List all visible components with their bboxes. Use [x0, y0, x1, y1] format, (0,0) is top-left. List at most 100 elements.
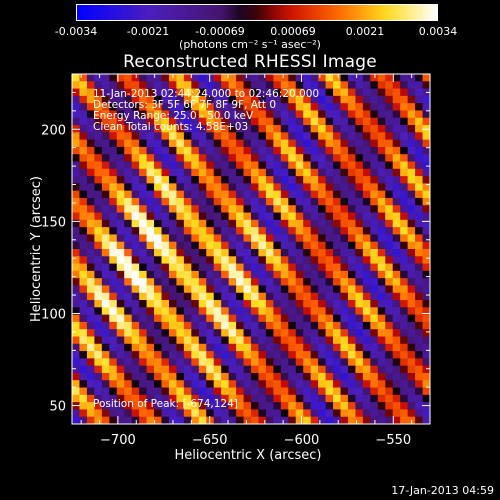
heatmap-cell	[407, 168, 416, 177]
heatmap-cell	[139, 343, 148, 352]
heatmap-cell	[198, 227, 207, 236]
heatmap-cell	[333, 190, 342, 199]
heatmap-cell	[124, 270, 133, 279]
heatmap-cell	[362, 314, 371, 323]
heatmap-cell	[176, 263, 185, 272]
heatmap-cell	[318, 409, 327, 418]
heatmap-cell	[243, 234, 252, 243]
heatmap-cell	[86, 74, 95, 82]
heatmap-cell	[415, 205, 424, 214]
heatmap-cell	[221, 372, 230, 381]
heatmap-cell	[146, 234, 155, 243]
heatmap-cell	[124, 241, 133, 250]
heatmap-cell	[79, 139, 88, 148]
heatmap-cell	[154, 95, 163, 104]
heatmap-cell	[258, 176, 267, 184]
heatmap-cell	[325, 241, 334, 250]
heatmap-cell	[295, 154, 304, 163]
heatmap-cell	[347, 176, 357, 184]
heatmap-cell	[385, 307, 394, 316]
heatmap-cell	[228, 146, 237, 155]
heatmap-cell	[273, 212, 282, 221]
heatmap-cell	[295, 183, 304, 192]
heatmap-cell	[183, 81, 192, 90]
heatmap-cell	[407, 197, 416, 206]
heatmap-cell	[362, 321, 371, 330]
heatmap-cell	[72, 329, 81, 338]
heatmap-cell	[161, 256, 170, 265]
heatmap-cell	[280, 227, 289, 236]
heatmap-cell	[407, 81, 416, 90]
heatmap-cell	[295, 416, 304, 424]
heatmap-cell	[154, 329, 163, 338]
heatmap-cell	[400, 372, 409, 381]
heatmap-cell	[101, 176, 110, 184]
heatmap-cell	[116, 197, 125, 206]
heatmap-cell	[168, 219, 178, 228]
heatmap-cell	[362, 103, 371, 112]
heatmap-cell	[198, 197, 207, 206]
heatmap-cell	[154, 234, 163, 243]
heatmap-cell	[377, 416, 386, 424]
heatmap-cell	[310, 358, 319, 367]
heatmap-cell	[72, 81, 81, 90]
heatmap-cell	[116, 183, 125, 192]
heatmap-cell	[139, 329, 148, 338]
heatmap-cell	[72, 336, 81, 345]
heatmap-cell	[362, 176, 371, 184]
heatmap-cell	[146, 139, 155, 148]
heatmap-cell	[161, 176, 170, 184]
heatmap-cell	[243, 249, 252, 257]
heatmap-cell	[400, 270, 409, 279]
heatmap-cell	[228, 197, 237, 206]
heatmap-cell	[79, 314, 88, 323]
heatmap-cell	[318, 95, 327, 104]
heatmap-cell	[407, 358, 416, 367]
heatmap-cell	[94, 227, 103, 236]
heatmap-cell	[139, 95, 148, 104]
heatmap-cell	[407, 190, 416, 199]
heatmap-cell	[265, 387, 274, 396]
heatmap-cell	[310, 380, 319, 389]
heatmap-cell	[415, 358, 424, 367]
heatmap-cell	[258, 256, 267, 265]
heatmap-cell	[101, 365, 110, 374]
heatmap-cell	[79, 95, 88, 104]
heatmap-cell	[124, 249, 133, 257]
heatmap-cell	[124, 197, 133, 206]
heatmap-cell	[131, 110, 140, 119]
heatmap-cell	[79, 249, 88, 257]
heatmap-cell	[340, 161, 349, 170]
heatmap-cell	[243, 161, 252, 170]
heatmap-cell	[183, 402, 192, 411]
heatmap-cell	[310, 343, 319, 352]
heatmap-cell	[221, 103, 230, 112]
heatmap-cell	[206, 103, 215, 112]
heatmap-cell	[362, 125, 371, 133]
heatmap-cell	[340, 270, 349, 279]
heatmap-cell	[109, 183, 118, 192]
heatmap-cell	[392, 197, 401, 206]
heatmap-cell	[362, 278, 371, 287]
heatmap-cell	[333, 358, 342, 367]
heatmap-cell	[280, 146, 289, 155]
heatmap-cell	[407, 183, 416, 192]
heatmap-cell	[236, 205, 245, 214]
heatmap-cell	[243, 95, 252, 104]
heatmap-cell	[101, 212, 110, 221]
heatmap-cell	[333, 351, 342, 359]
heatmap-cell	[251, 227, 260, 236]
heatmap-cell	[340, 314, 349, 323]
heatmap-cell	[213, 270, 222, 279]
heatmap-cell	[340, 358, 349, 367]
heatmap-cell	[213, 329, 222, 338]
heatmap-cell	[422, 394, 430, 403]
heatmap-cell	[176, 154, 185, 163]
heatmap-cell	[206, 307, 215, 316]
heatmap-cell	[265, 168, 274, 177]
heatmap-cell	[400, 168, 409, 177]
heatmap-cell	[94, 321, 103, 330]
heatmap-cell	[168, 125, 178, 133]
heatmap-cell	[392, 176, 401, 184]
heatmap-cell	[295, 314, 304, 323]
